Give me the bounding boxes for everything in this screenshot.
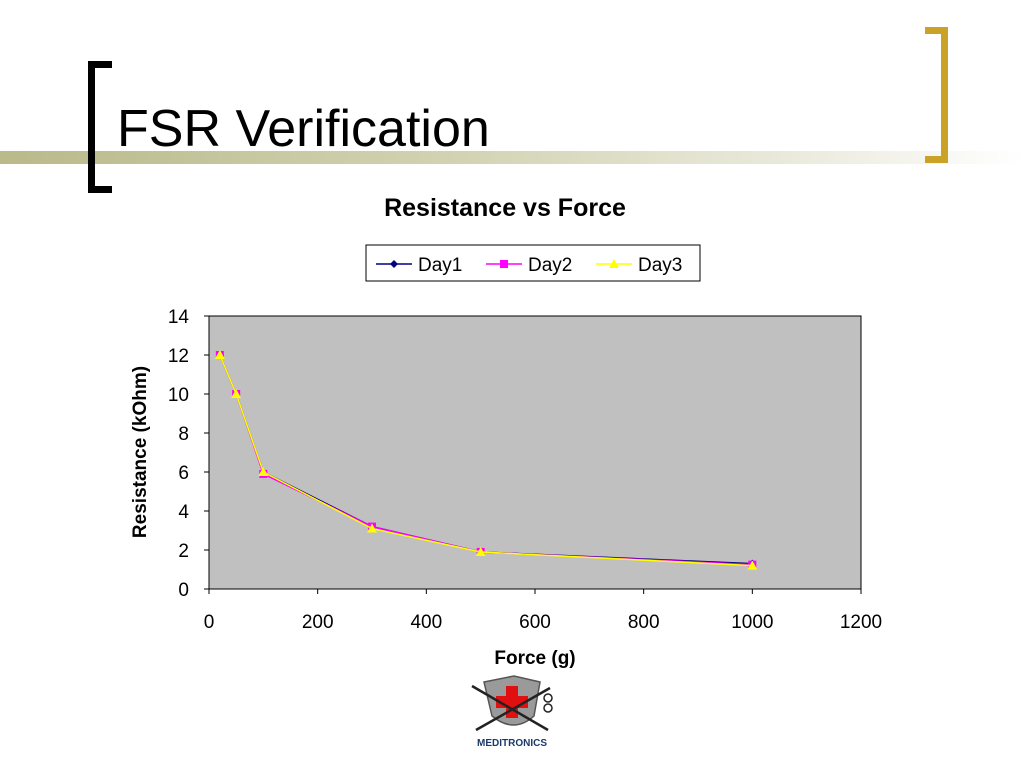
legend-box <box>365 244 701 282</box>
x-axis: 0 200 400 600 800 1000 1200 <box>204 589 882 633</box>
legend-marker-day3 <box>609 259 619 268</box>
legend: Day1 Day2 Day3 <box>365 244 701 282</box>
x-axis-label: Force (g) <box>494 648 575 669</box>
data-point-day3 <box>747 560 758 570</box>
x-tick-label: 400 <box>410 612 442 633</box>
x-tick-label: 1000 <box>731 612 773 633</box>
slide-title: FSR Verification <box>117 100 490 158</box>
legend-label-day3: Day3 <box>638 255 682 276</box>
y-tick-label: 4 <box>178 502 189 523</box>
legend-label-day2: Day2 <box>528 255 572 276</box>
left-bracket-decoration <box>88 61 112 193</box>
series-group <box>214 350 758 570</box>
x-tick-label: 1200 <box>840 612 882 633</box>
y-tick-label: 14 <box>168 307 190 328</box>
data-point-day3 <box>475 546 486 556</box>
chart-title: Resistance vs Force <box>384 194 626 222</box>
x-tick-label: 0 <box>204 612 215 633</box>
series-line-day3 <box>219 354 753 567</box>
data-point-day3 <box>214 350 225 359</box>
plot-area <box>208 315 862 590</box>
data-point-day3 <box>367 523 377 533</box>
y-tick-label: 10 <box>168 385 189 406</box>
legend-marker-day2 <box>500 260 508 268</box>
legend-label-day1: Day1 <box>418 255 462 276</box>
x-tick-label: 800 <box>628 612 660 633</box>
data-point-day3 <box>231 389 242 398</box>
y-tick-label: 6 <box>178 463 189 484</box>
y-axis-label: Resistance (kOhm) <box>130 366 151 538</box>
meditronics-logo: MEDITRONICS <box>471 675 553 749</box>
title-accent-bar <box>0 151 1024 164</box>
logo-text: MEDITRONICS <box>477 738 547 749</box>
y-tick-label: 0 <box>178 580 189 601</box>
y-tick-label: 8 <box>178 424 189 445</box>
data-point-day3 <box>258 467 269 476</box>
x-tick-label: 200 <box>302 612 334 633</box>
legend-marker-day1 <box>390 260 398 268</box>
x-tick-label: 600 <box>519 612 551 633</box>
y-axis: 0 2 4 6 8 10 12 14 <box>168 307 209 601</box>
y-tick-label: 2 <box>178 541 189 562</box>
y-tick-label: 12 <box>168 346 189 367</box>
right-bracket-decoration <box>925 27 948 163</box>
